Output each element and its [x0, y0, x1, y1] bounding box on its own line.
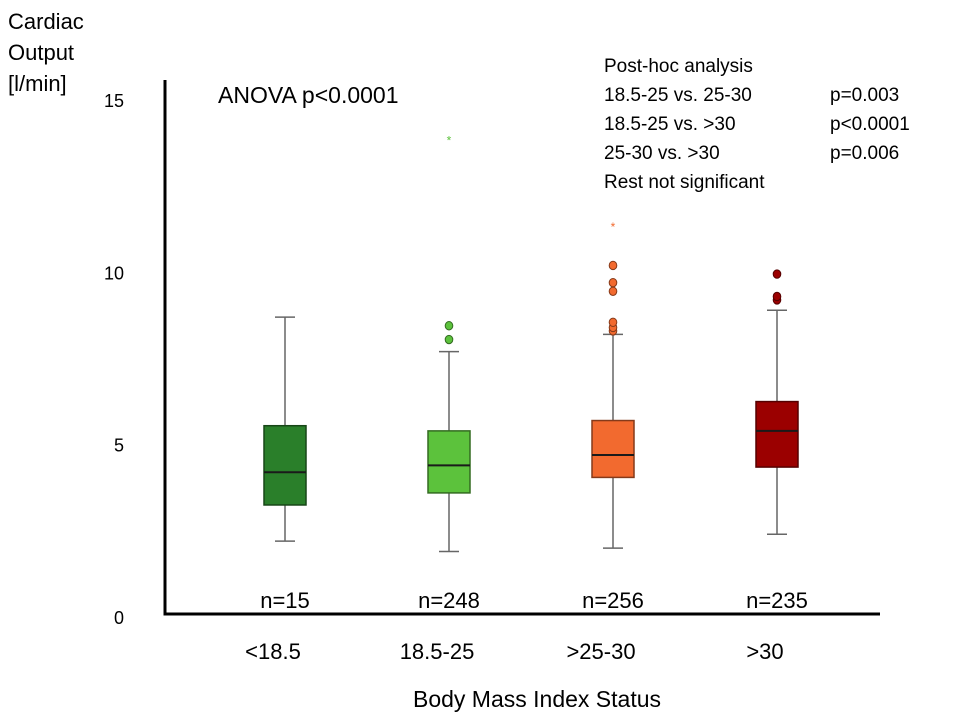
iqr-box	[427, 430, 471, 494]
outlier-marker	[608, 286, 618, 296]
sample-size-label: n=256	[582, 588, 644, 613]
outlier-marker	[608, 277, 618, 288]
posthoc-title: Post-hoc analysis	[604, 56, 753, 77]
posthoc-row: 18.5-25 vs. >30 p<0.0001	[604, 110, 910, 139]
y-axis-label: Cardiac Output [l/min]	[8, 6, 84, 99]
y-tick-label: 10	[104, 263, 124, 283]
outlier-marker	[444, 334, 454, 345]
outlier-marker	[608, 260, 618, 271]
outlier-marker	[772, 269, 782, 279]
posthoc-row: 25-30 vs. >30 p=0.006	[604, 139, 910, 168]
posthoc-comparison: 18.5-25 vs. >30	[604, 114, 736, 135]
posthoc-p-value: p=0.003	[830, 85, 900, 106]
x-tick-label: <18.5	[245, 639, 301, 664]
y-axis-label-line-1: Cardiac	[8, 9, 84, 34]
outlier-marker	[444, 321, 454, 331]
anova-annotation: ANOVA p<0.0001	[218, 82, 399, 108]
posthoc-p-value: p<0.0001	[830, 114, 910, 135]
extreme-outlier-marker: *	[611, 220, 616, 234]
iqr-box	[591, 419, 635, 479]
y-axis-label-line-3: [l/min]	[8, 71, 67, 96]
sample-size-label: n=235	[746, 588, 808, 613]
extreme-outlier-marker: *	[447, 134, 452, 148]
x-tick-label: >25-30	[566, 639, 635, 664]
x-tick-label: >30	[746, 639, 783, 664]
posthoc-legend: Post-hoc analysis 18.5-25 vs. 25-30 p=0.…	[604, 52, 910, 197]
iqr-box	[755, 400, 799, 468]
sample-size-label: n=248	[418, 588, 480, 613]
x-tick-label: 18.5-25	[400, 639, 475, 664]
posthoc-row: 18.5-25 vs. 25-30 p=0.003	[604, 81, 910, 110]
y-tick-label: 0	[114, 608, 124, 628]
y-tick-label: 5	[114, 436, 124, 456]
y-tick-label: 15	[104, 91, 124, 111]
iqr-box	[263, 424, 307, 506]
posthoc-footer: Rest not significant	[604, 172, 765, 193]
posthoc-comparison: 25-30 vs. >30	[604, 143, 720, 164]
posthoc-comparison: 18.5-25 vs. 25-30	[604, 85, 752, 106]
outlier-marker	[608, 317, 618, 328]
posthoc-p-value: p=0.006	[830, 143, 900, 164]
y-axis-label-line-2: Output	[8, 40, 75, 65]
sample-size-label: n=15	[260, 588, 310, 613]
x-axis-title: Body Mass Index Status	[412, 686, 661, 712]
outlier-marker	[772, 291, 782, 302]
